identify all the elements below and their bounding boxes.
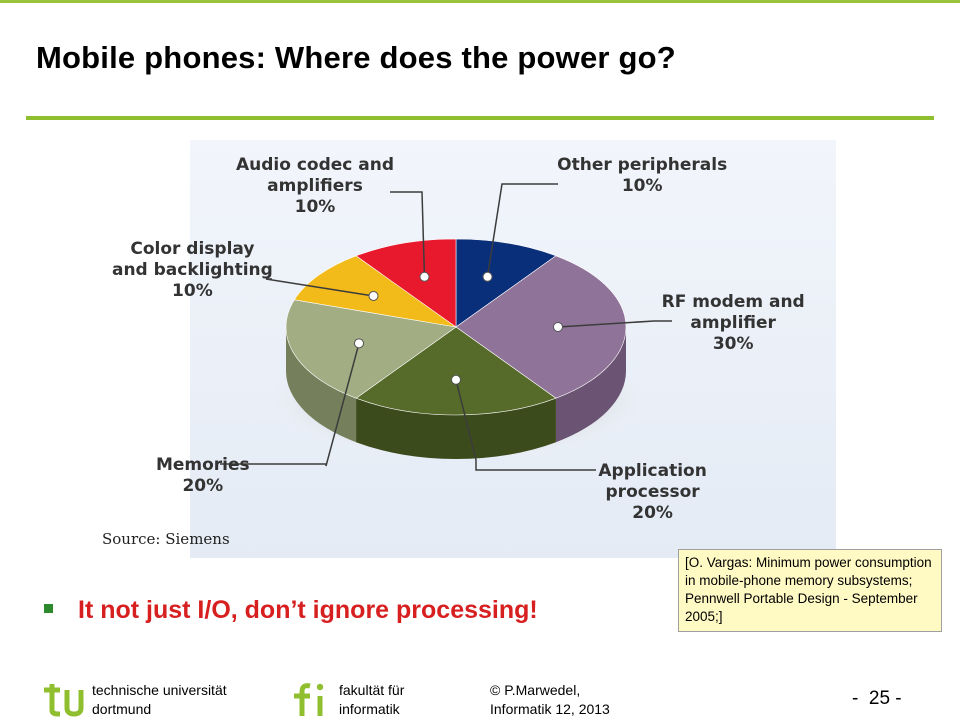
footer-author: © P.Marwedel, Informatik 12, 2013 (490, 681, 610, 719)
title-rule (26, 116, 934, 120)
footer-faculty: fakultät für informatik (339, 681, 404, 719)
bullet-marker (44, 604, 53, 613)
footer-university-line2: dortmund (92, 701, 152, 717)
top-rule (0, 0, 960, 3)
leader-line-rf-modem-and-amplifier (557, 320, 672, 328)
footer-university: technische universität dortmund (92, 681, 227, 719)
leader-line-memories (220, 343, 360, 467)
pie-slice-other-peripherals (455, 238, 557, 328)
leader-dot-rf-modem-and-amplifier (553, 322, 563, 332)
bullet-text: It not just I/O, don’t ignore processing… (78, 596, 538, 624)
slide-title: Mobile phones: Where does the power go? (36, 40, 676, 75)
pie-side-memories (286, 327, 357, 443)
pie-slice-application-processor (355, 326, 557, 416)
leader-dot-color-display-and-backlighting (368, 290, 379, 301)
leader-line-other-peripherals (486, 183, 558, 277)
slice-label-other-peripherals: Other peripherals 10% (557, 155, 727, 196)
leader-dot-audio-codec-and-amplifiers (419, 271, 430, 282)
citation-box: [O. Vargas: Minimum power consumption in… (678, 549, 942, 632)
leader-line-color-display-and-backlighting (265, 278, 374, 297)
footer-author-line2: Informatik 12, 2013 (490, 701, 610, 717)
pie-chart-figure: Other peripherals 10% RF modem and amplifie… (94, 140, 836, 558)
footer-faculty-line1: fakultät für (339, 682, 405, 698)
pie-slice-rf-modem-and-amplifier (455, 255, 627, 399)
footer-author-line1: © P.Marwedel, (490, 682, 581, 698)
fi-logo (288, 680, 332, 725)
leader-dot-application-processor (451, 374, 461, 385)
footer-faculty-line2: informatik (339, 701, 400, 717)
leader-line-audio-codec-and-amplifiers (390, 191, 426, 277)
slice-label-audio-codec-and-amplifiers: Audio codec and amplifiers 10% (236, 155, 394, 217)
slice-label-color-display-and-backlighting: Color display and backlighting 10% (112, 239, 273, 301)
page-number: - 25 - (852, 688, 902, 709)
leader-dot-memories (353, 338, 364, 349)
leader-dot-other-peripherals (482, 271, 493, 282)
chart-source: Source: Siemens (102, 530, 230, 548)
pie-side-application-processor (356, 398, 556, 459)
leader-line-application-processor (455, 379, 596, 471)
pie-slice-audio-codec-and-amplifiers (355, 238, 457, 328)
pie-chart: Other peripherals 10% RF modem and amplifie… (94, 140, 836, 558)
pie-side-rf-modem-and-amplifier (555, 327, 626, 443)
pie-slice-memories (285, 299, 457, 399)
slice-label-memories: Memories 20% (156, 455, 250, 496)
tu-logo (40, 680, 88, 725)
slice-label-rf-modem-and-amplifier: RF modem and amplifier 30% (662, 292, 805, 354)
footer-university-line1: technische universität (92, 682, 227, 698)
slice-label-application-processor: Application processor 20% (598, 461, 706, 523)
